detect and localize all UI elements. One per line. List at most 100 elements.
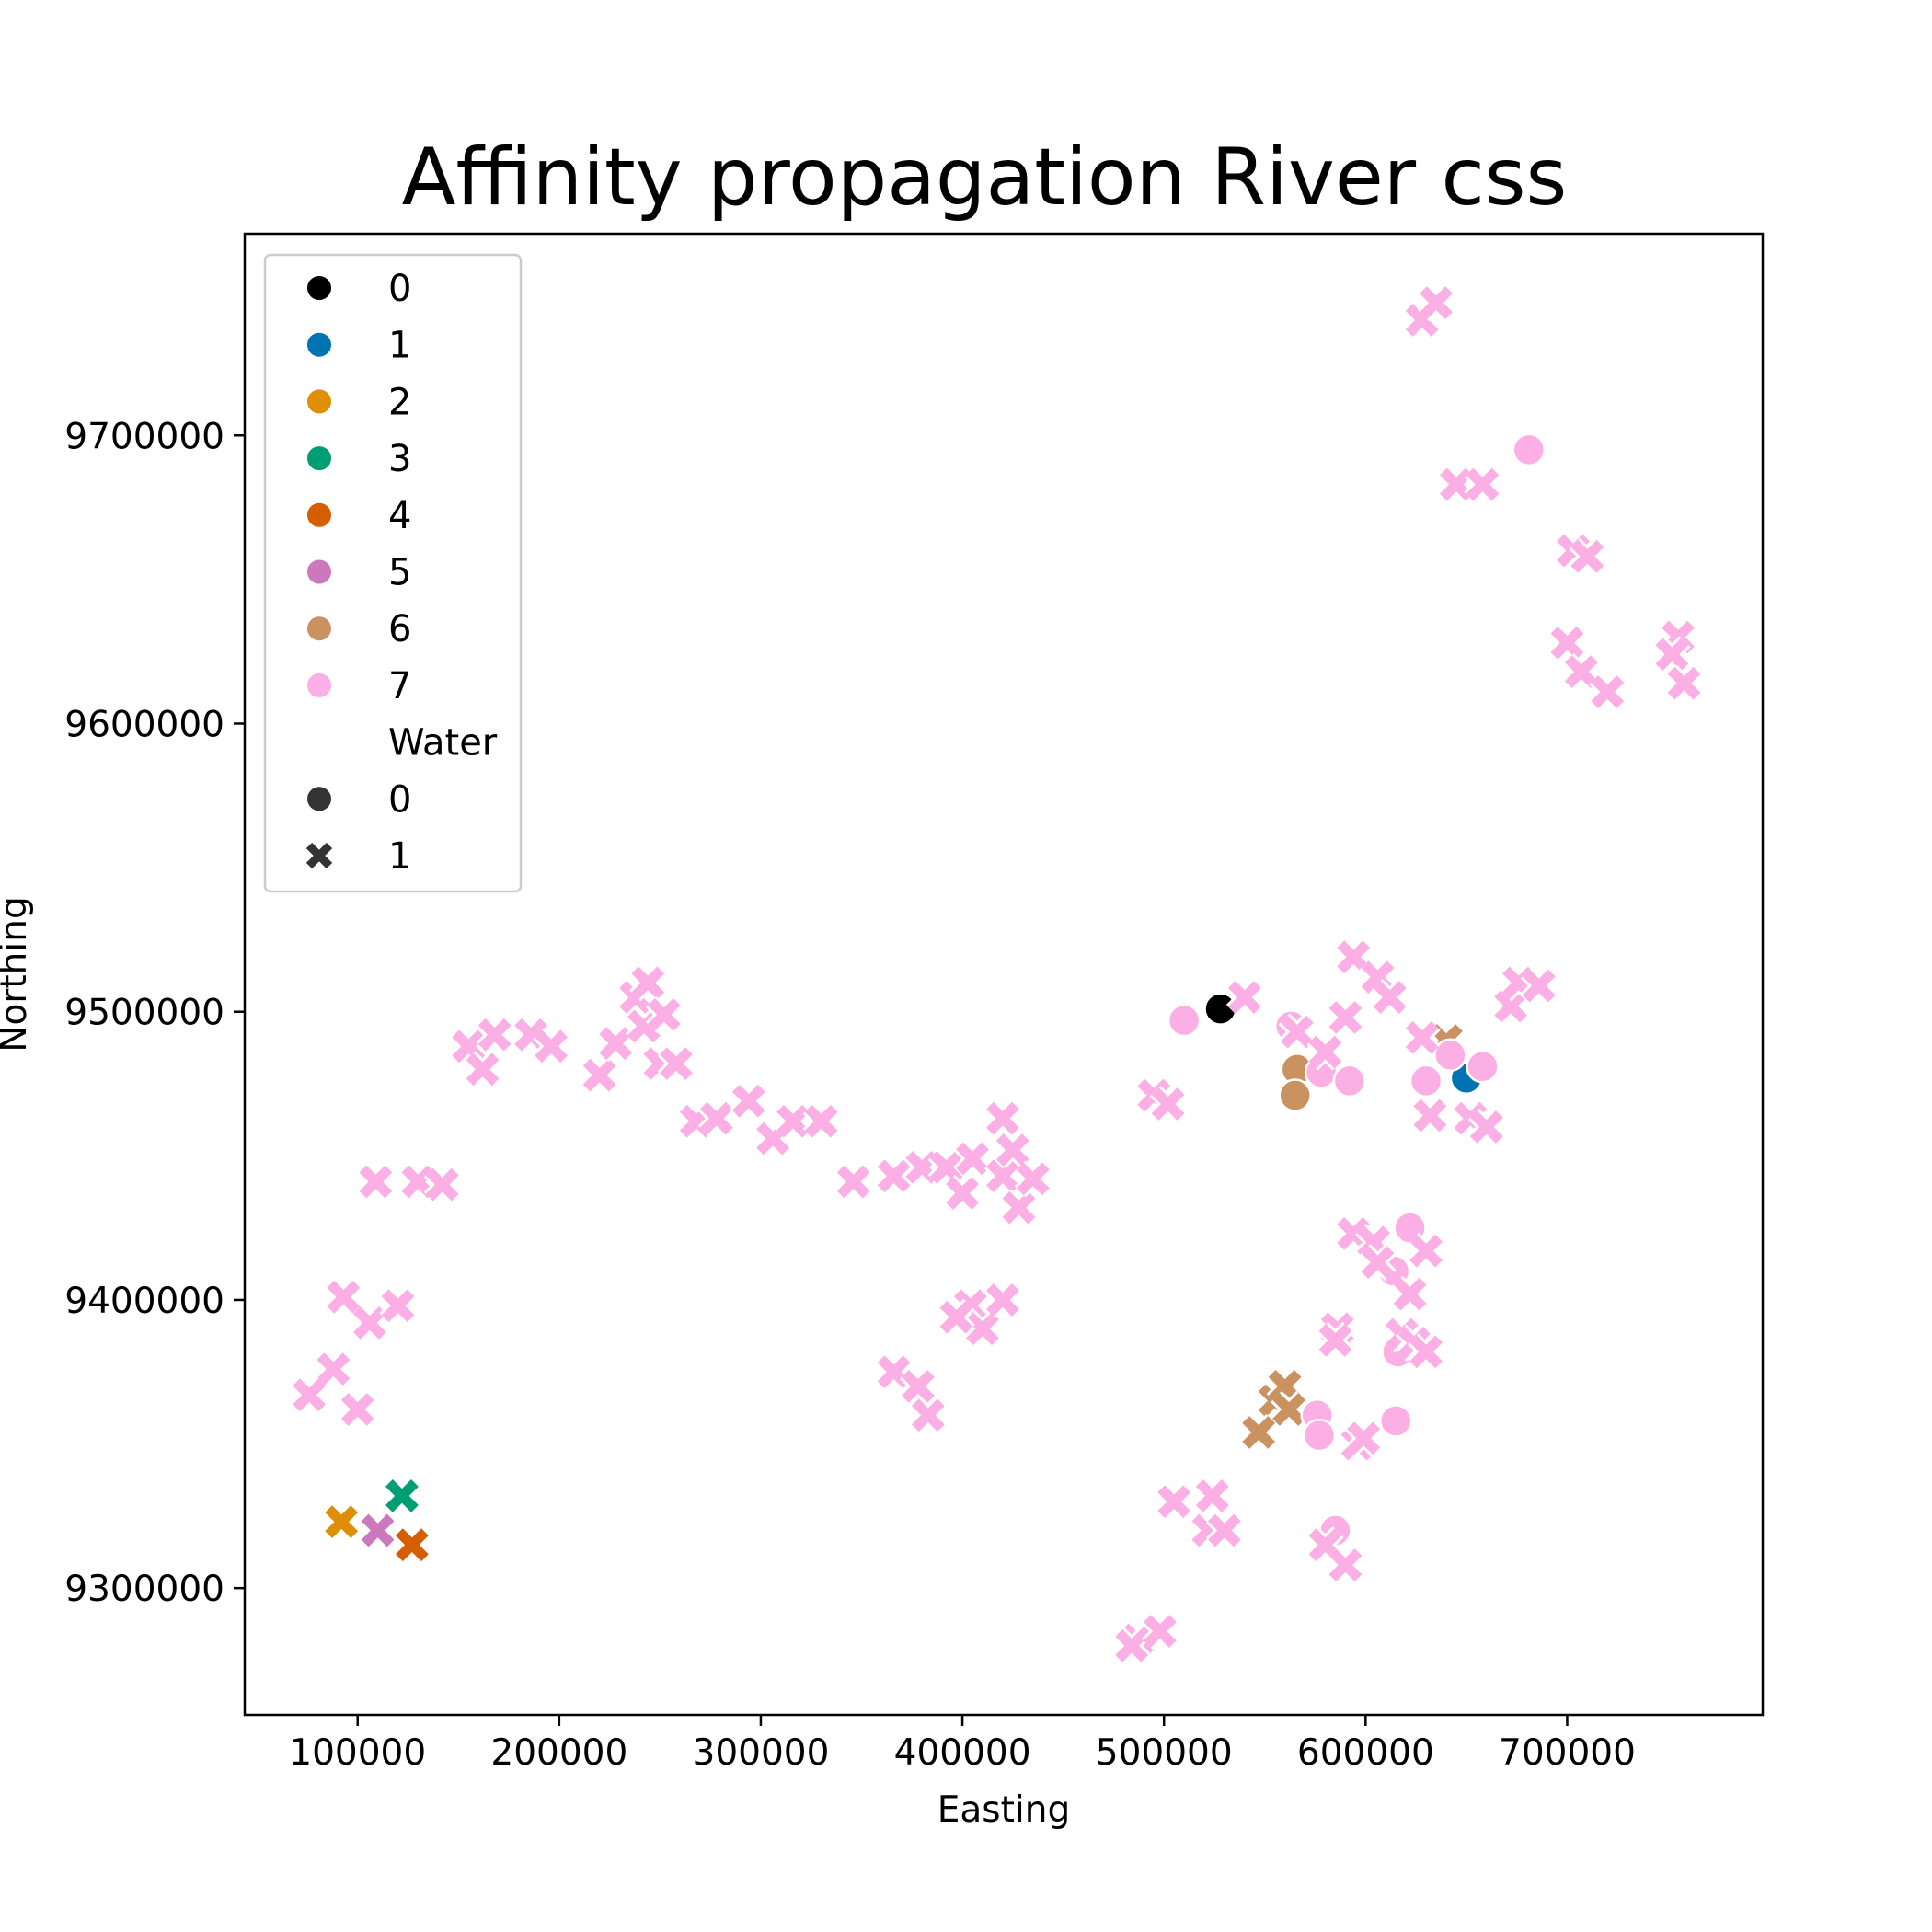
data-point — [325, 1278, 362, 1316]
legend-items: 0 1 2 3 4 5 6 7 Water 0 1 — [305, 268, 498, 878]
ticks-layer: 100000 200000 300000 400000 500000 600000 7000… — [64, 416, 1636, 1774]
data-point — [994, 1132, 1031, 1169]
data-point — [1327, 998, 1364, 1036]
data-point — [1014, 1160, 1052, 1198]
legend-swatch — [305, 387, 333, 416]
data-point — [909, 1397, 947, 1434]
data-point — [1512, 432, 1547, 467]
data-point — [697, 1099, 735, 1137]
data-point — [1418, 284, 1455, 322]
legend-label: 2 — [388, 381, 411, 423]
data-point — [983, 1281, 1021, 1318]
data-point — [937, 1298, 975, 1336]
data-point — [834, 1163, 872, 1201]
data-point — [1317, 1321, 1354, 1359]
legend-swatch — [305, 330, 333, 359]
x-tick-label: 200000 — [490, 1732, 627, 1774]
legend-label: 4 — [388, 495, 411, 537]
data-point — [1467, 1108, 1505, 1146]
data-point — [1464, 466, 1501, 503]
data-point — [899, 1367, 937, 1405]
data-point — [383, 1477, 420, 1514]
legend-box — [263, 253, 523, 893]
data-point — [1335, 1214, 1373, 1252]
data-point — [657, 1045, 695, 1083]
legend-label: 7 — [388, 665, 411, 707]
data-point — [315, 1351, 352, 1388]
data-point — [1562, 653, 1600, 691]
data-point — [802, 1102, 840, 1140]
data-point — [1278, 1013, 1316, 1051]
legend-marker-circle — [305, 785, 333, 813]
data-point — [1302, 1418, 1337, 1453]
legend-swatch — [305, 671, 333, 699]
data-point — [1653, 636, 1691, 673]
legend-label: 1 — [388, 325, 411, 367]
data-point — [1409, 1064, 1443, 1098]
data-point — [339, 1390, 376, 1428]
y-tick-label: 9400000 — [64, 1281, 224, 1322]
data-point — [1240, 1414, 1278, 1452]
data-point — [963, 1310, 1002, 1348]
data-point — [1408, 1232, 1445, 1270]
data-point — [1433, 1038, 1467, 1072]
data-point — [533, 1028, 570, 1065]
data-point — [944, 1175, 982, 1213]
x-tick-label: 600000 — [1297, 1732, 1434, 1774]
plot-frame — [243, 232, 1765, 1717]
data-point — [1548, 624, 1586, 661]
x-tick-label: 100000 — [289, 1732, 426, 1774]
y-axis-label: Northing — [0, 896, 35, 1052]
x-tick-label: 300000 — [693, 1732, 830, 1774]
data-point — [1278, 1078, 1312, 1112]
data-point — [1271, 1390, 1308, 1428]
data-point — [775, 1102, 812, 1140]
data-point — [1000, 1189, 1038, 1226]
x-tick-label: 400000 — [894, 1732, 1031, 1774]
legend-label: 1 — [388, 835, 411, 878]
data-point — [1492, 987, 1530, 1025]
data-point — [1306, 1033, 1344, 1071]
legend-label: 6 — [388, 608, 411, 650]
data-point — [359, 1512, 397, 1549]
data-point — [1327, 1547, 1364, 1584]
data-point — [1408, 1333, 1445, 1371]
data-point — [1193, 1477, 1231, 1514]
y-tick-label: 9600000 — [64, 704, 224, 745]
data-point — [1466, 1049, 1500, 1084]
data-point — [1665, 664, 1703, 702]
y-tick-label: 9500000 — [64, 993, 224, 1034]
legend-swatch — [305, 274, 333, 302]
data-point — [875, 1157, 913, 1195]
data-point — [1437, 466, 1475, 503]
data-point — [1403, 1018, 1441, 1056]
data-point — [1569, 537, 1606, 575]
data-point — [1205, 1512, 1243, 1549]
data-point — [1156, 1483, 1193, 1521]
legend: 0 1 2 3 4 5 6 7 Water 0 1 — [263, 253, 523, 893]
data-point — [291, 1376, 328, 1414]
data-point — [1589, 673, 1627, 711]
y-tick-label: 9700000 — [64, 416, 224, 457]
chart-title: Affinity propagation River css — [402, 132, 1568, 224]
data-point — [1411, 1097, 1449, 1134]
y-tick-label: 9300000 — [64, 1569, 224, 1610]
x-tick-label: 700000 — [1499, 1732, 1636, 1774]
legend-marker-x — [305, 842, 333, 869]
data-point — [323, 1503, 361, 1541]
legend-swatch — [305, 558, 333, 586]
data-point — [983, 1099, 1021, 1137]
data-point — [875, 1353, 913, 1391]
data-point — [1141, 1613, 1179, 1650]
legend-swatch — [305, 444, 333, 473]
data-point — [1391, 1275, 1429, 1313]
data-point — [1167, 1003, 1202, 1038]
data-point — [983, 1157, 1021, 1195]
data-point — [730, 1082, 767, 1120]
data-point — [1332, 1064, 1367, 1098]
data-point — [1345, 1420, 1383, 1457]
data-point — [393, 1526, 431, 1564]
legend-label: 0 — [388, 268, 411, 310]
data-point — [1225, 979, 1263, 1017]
